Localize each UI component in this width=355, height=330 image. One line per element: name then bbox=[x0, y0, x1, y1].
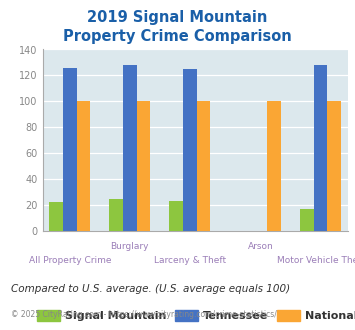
Legend: Signal Mountain, Tennessee, National: Signal Mountain, Tennessee, National bbox=[33, 306, 355, 326]
Bar bbox=[63, 68, 77, 231]
Bar bbox=[314, 65, 327, 231]
Text: Motor Vehicle Theft: Motor Vehicle Theft bbox=[277, 256, 355, 265]
Bar bbox=[169, 201, 183, 231]
Bar bbox=[109, 199, 123, 231]
Bar bbox=[123, 65, 137, 231]
Text: 2019 Signal Mountain
Property Crime Comparison: 2019 Signal Mountain Property Crime Comp… bbox=[63, 10, 292, 44]
Bar bbox=[300, 209, 314, 231]
Text: © 2025 CityRating.com - https://www.cityrating.com/crime-statistics/: © 2025 CityRating.com - https://www.city… bbox=[11, 310, 277, 319]
Text: Compared to U.S. average. (U.S. average equals 100): Compared to U.S. average. (U.S. average … bbox=[11, 284, 290, 294]
Bar bbox=[327, 101, 341, 231]
Bar bbox=[49, 203, 63, 231]
Bar bbox=[183, 69, 197, 231]
Bar bbox=[137, 101, 150, 231]
Text: All Property Crime: All Property Crime bbox=[29, 256, 111, 265]
Text: Arson: Arson bbox=[248, 242, 274, 251]
Bar bbox=[77, 101, 90, 231]
Text: Burglary: Burglary bbox=[110, 242, 149, 251]
Bar bbox=[197, 101, 210, 231]
Bar bbox=[267, 101, 281, 231]
Text: Larceny & Theft: Larceny & Theft bbox=[154, 256, 226, 265]
